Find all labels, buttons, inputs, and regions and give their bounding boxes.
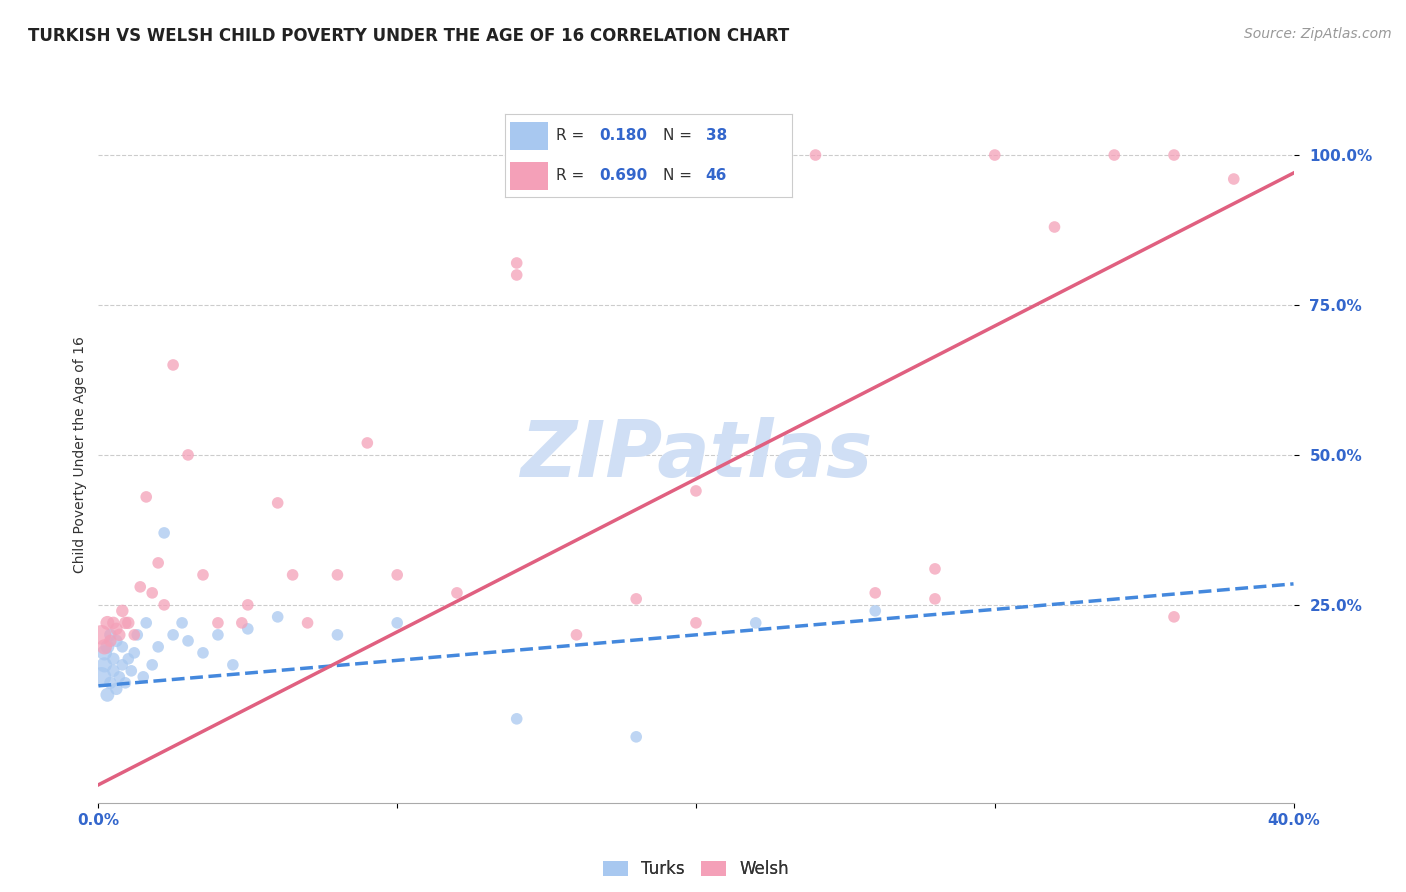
- Point: [1104, 148, 1126, 162]
- Point: [162, 358, 184, 372]
- Point: [745, 148, 768, 162]
- Point: [127, 628, 149, 642]
- Point: [141, 586, 163, 600]
- Point: [506, 268, 529, 282]
- Point: [114, 676, 136, 690]
- Point: [924, 562, 946, 576]
- Point: [98, 633, 122, 648]
- Text: Source: ZipAtlas.com: Source: ZipAtlas.com: [1244, 27, 1392, 41]
- Point: [111, 604, 134, 618]
- Point: [120, 664, 142, 678]
- Point: [624, 591, 647, 606]
- Point: [281, 567, 304, 582]
- Point: [135, 490, 157, 504]
- Point: [114, 615, 136, 630]
- Point: [105, 681, 128, 696]
- Point: [103, 652, 125, 666]
- Point: [685, 615, 707, 630]
- Point: [105, 622, 128, 636]
- Point: [1043, 219, 1066, 234]
- Point: [148, 640, 170, 654]
- Point: [108, 670, 131, 684]
- Point: [207, 615, 229, 630]
- Point: [129, 580, 152, 594]
- Point: [105, 633, 128, 648]
- Point: [267, 496, 290, 510]
- Point: [231, 615, 253, 630]
- Point: [297, 615, 319, 630]
- Point: [124, 628, 146, 642]
- Point: [385, 615, 409, 630]
- Point: [103, 664, 125, 678]
- Point: [93, 640, 115, 654]
- Point: [162, 628, 184, 642]
- Point: [135, 615, 157, 630]
- Point: [236, 622, 259, 636]
- Point: [117, 615, 139, 630]
- Point: [111, 657, 134, 672]
- Point: [356, 436, 378, 450]
- Point: [267, 610, 290, 624]
- Point: [111, 640, 134, 654]
- Point: [103, 615, 125, 630]
- Point: [326, 628, 349, 642]
- Point: [96, 640, 118, 654]
- Point: [865, 586, 887, 600]
- Legend: Turks, Welsh: Turks, Welsh: [596, 854, 796, 885]
- Point: [804, 148, 827, 162]
- Point: [90, 670, 112, 684]
- Point: [90, 628, 112, 642]
- Point: [93, 657, 115, 672]
- Point: [1223, 172, 1246, 186]
- Point: [96, 688, 118, 702]
- Point: [983, 148, 1005, 162]
- Point: [385, 567, 409, 582]
- Point: [685, 483, 707, 498]
- Point: [177, 448, 200, 462]
- Point: [93, 646, 115, 660]
- Point: [1163, 148, 1185, 162]
- Point: [191, 646, 214, 660]
- Point: [172, 615, 194, 630]
- Y-axis label: Child Poverty Under the Age of 16: Child Poverty Under the Age of 16: [73, 336, 87, 574]
- Point: [222, 657, 245, 672]
- Point: [124, 646, 146, 660]
- Point: [108, 628, 131, 642]
- Point: [177, 633, 200, 648]
- Point: [506, 256, 529, 270]
- Point: [326, 567, 349, 582]
- Point: [191, 567, 214, 582]
- Point: [924, 591, 946, 606]
- Point: [117, 652, 139, 666]
- Point: [153, 525, 176, 540]
- Point: [141, 657, 163, 672]
- Point: [446, 586, 468, 600]
- Point: [865, 604, 887, 618]
- Point: [148, 556, 170, 570]
- Point: [98, 676, 122, 690]
- Point: [745, 615, 768, 630]
- Point: [153, 598, 176, 612]
- Point: [132, 670, 155, 684]
- Text: TURKISH VS WELSH CHILD POVERTY UNDER THE AGE OF 16 CORRELATION CHART: TURKISH VS WELSH CHILD POVERTY UNDER THE…: [28, 27, 789, 45]
- Point: [207, 628, 229, 642]
- Point: [236, 598, 259, 612]
- Point: [506, 712, 529, 726]
- Text: ZIPatlas: ZIPatlas: [520, 417, 872, 493]
- Point: [98, 628, 122, 642]
- Point: [565, 628, 588, 642]
- Point: [624, 730, 647, 744]
- Point: [1163, 610, 1185, 624]
- Point: [96, 615, 118, 630]
